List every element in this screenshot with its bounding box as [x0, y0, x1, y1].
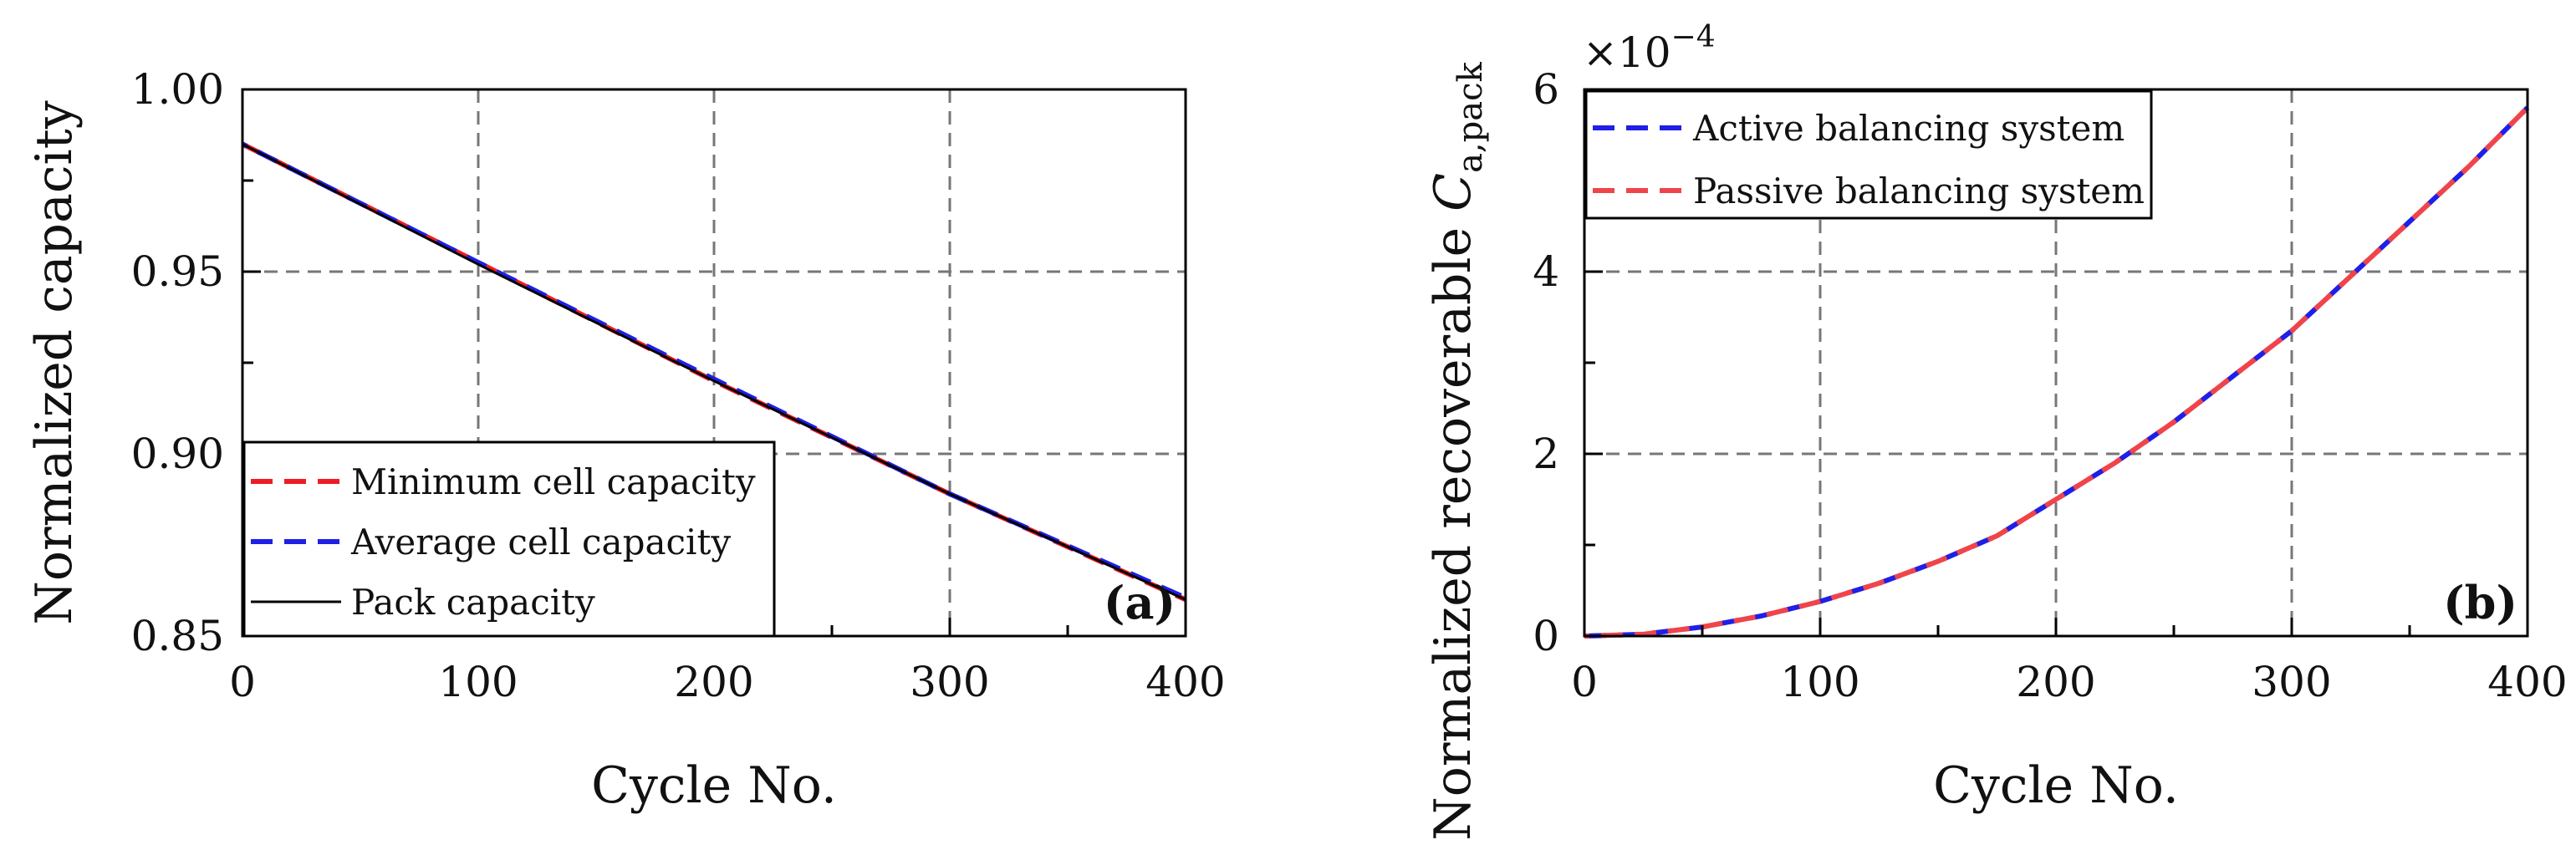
- panel-b-series: [1584, 105, 2530, 639]
- panel-b-y-multiplier-exponent: −4: [1671, 20, 1716, 54]
- legend-label-active-balancing: Active balancing system: [1692, 108, 2125, 149]
- panel-a-ytick-label: 0.85: [131, 612, 224, 660]
- panel-b-xtick-label: 0: [1571, 658, 1598, 706]
- panel-b-xtick-label: 100: [1780, 658, 1859, 706]
- panel-a-ytick-label: 0.90: [131, 430, 224, 478]
- panel-b-y-axis-label-symbol: C: [1424, 173, 1482, 211]
- panel-a-y-axis-label: Normalized capacity: [25, 100, 84, 624]
- panel-a-xtick-label: 100: [438, 658, 518, 706]
- legend-label-minimum-cell: Minimum cell capacity: [351, 461, 756, 502]
- panel-a-xtick-label: 200: [674, 658, 753, 706]
- panel-a-xtick-label: 0: [229, 658, 256, 706]
- panel-b-tag: (b): [2443, 576, 2517, 629]
- panel-b-xtick-label: 200: [2016, 658, 2095, 706]
- legend-label-pack: Pack capacity: [351, 582, 595, 623]
- panel-a-legend: Minimum cell capacity Average cell capac…: [242, 440, 776, 638]
- panel-b-ytick-label: 0: [1533, 612, 1559, 660]
- panel-a-x-axis-label: Cycle No.: [591, 756, 837, 815]
- panel-b-series-passive-balancing-system: [1584, 105, 2530, 639]
- panel-b-ytick-label: 6: [1533, 65, 1559, 114]
- panel-b-ticks: 0 100 200 300 400 0 2 4 6: [1533, 65, 2568, 706]
- panel-a-ticks: 0 100 200 300 400 0.85 0.90 0.95 1.00: [131, 65, 1226, 706]
- panel-b: 0 100 200 300 400 0 2 4 6 ×10−4 Cycle No. Normal…: [1424, 20, 2568, 841]
- panel-a-ytick-label: 0.95: [131, 247, 224, 296]
- panel-b-tag-open: (: [2443, 576, 2465, 629]
- legend-label-average-cell: Average cell capacity: [350, 522, 731, 562]
- panel-a-series: [241, 141, 1187, 603]
- panel-b-y-axis-label-subscript: a,pack: [1451, 61, 1490, 172]
- panel-b-tag-letter: b: [2465, 576, 2497, 629]
- panel-b-legend: Active balancing system Passive balancin…: [1584, 89, 2153, 220]
- panel-b-y-axis-label: Normalized recoverable Ca,pack: [1424, 61, 1490, 840]
- panel-b-xtick-label: 400: [2487, 658, 2567, 706]
- panel-a-xtick-label: 300: [910, 658, 989, 706]
- panel-a-tag-close: ): [1154, 576, 1176, 629]
- panel-b-y-multiplier: ×10−4: [1583, 20, 1716, 77]
- panel-b-legend-box: [1584, 89, 2153, 220]
- panel-a-tag-letter: a: [1125, 576, 1154, 629]
- panel-b-y-axis-label-text: Normalized recoverable: [1424, 211, 1482, 841]
- panel-b-tag-close: ): [2496, 576, 2517, 629]
- panel-b-x-axis-label: Cycle No.: [1933, 756, 2179, 815]
- panel-a-series-pack-capacity: [242, 143, 1186, 601]
- panel-b-ytick-label: 2: [1533, 430, 1559, 478]
- legend-label-passive-balancing: Passive balancing system: [1693, 171, 2145, 211]
- panel-b-y-multiplier-base: ×10: [1583, 28, 1671, 77]
- panel-a-tag: (a): [1104, 576, 1176, 629]
- panel-b-xtick-label: 300: [2252, 658, 2331, 706]
- panel-a-ytick-label: 1.00: [131, 65, 224, 114]
- panel-a-xtick-label: 400: [1145, 658, 1225, 706]
- panel-a-tag-open: (: [1104, 576, 1125, 629]
- panel-a-series-average-cell-capacity: [241, 141, 1187, 600]
- panel-b-ytick-label: 4: [1533, 247, 1559, 296]
